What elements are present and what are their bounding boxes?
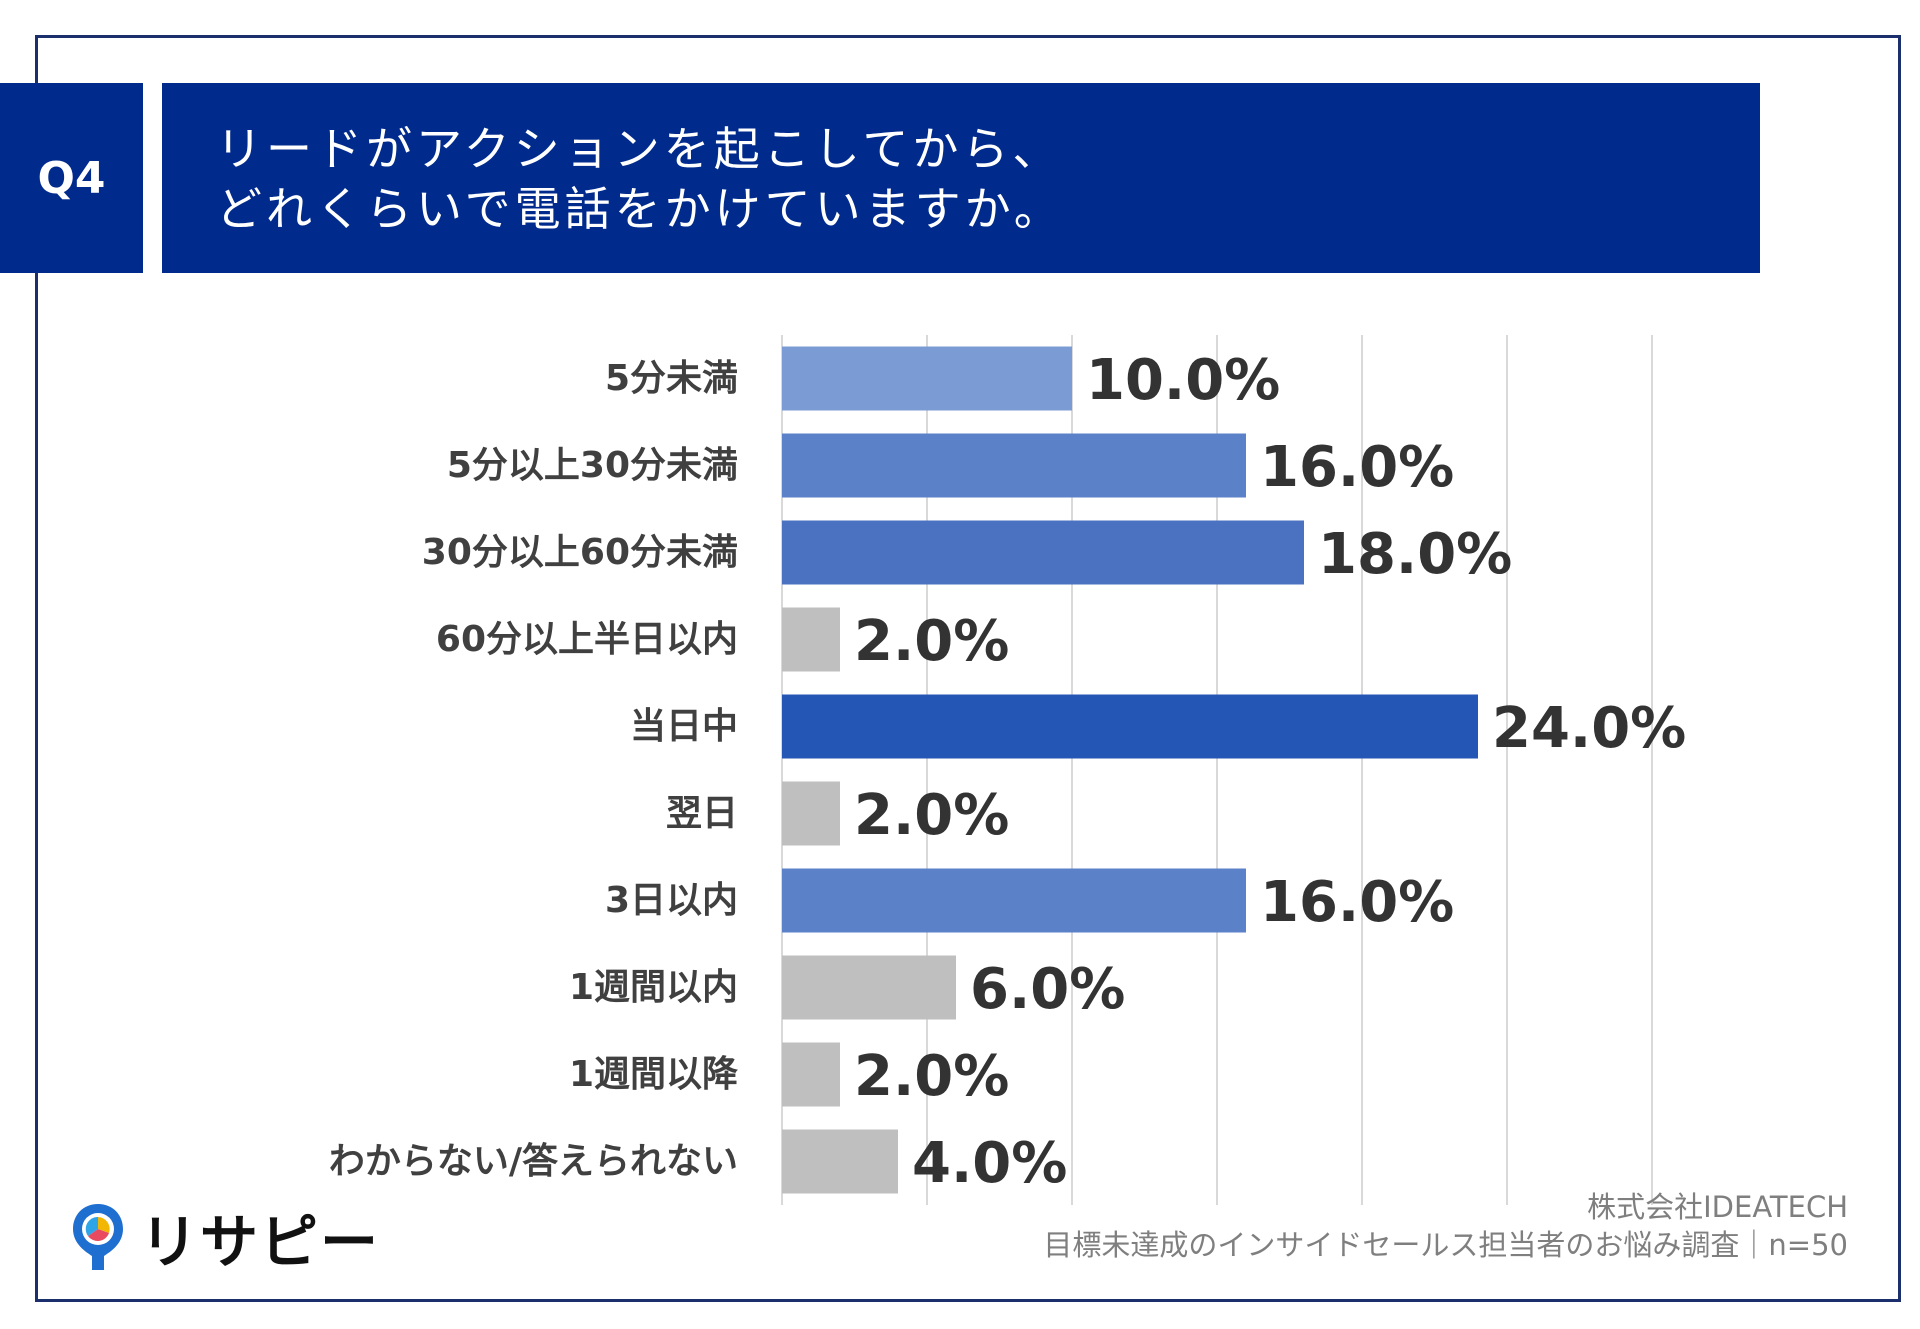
bar <box>782 781 840 846</box>
value-label: 2.0% <box>854 609 1009 674</box>
value-label: 2.0% <box>854 1044 1009 1109</box>
bar <box>782 433 1246 498</box>
logo-text: リサピー <box>140 1208 381 1276</box>
bar <box>782 607 840 672</box>
category-label: 60分以上半日以内 <box>436 619 738 660</box>
bar <box>782 520 1304 585</box>
footer-source: 株式会社IDEATECH 目標未達成のインサイドセールス担当者のお悩み調査｜n=… <box>1043 1188 1848 1264</box>
category-label: 30分以上60分未満 <box>422 532 738 573</box>
value-label: 16.0% <box>1260 870 1454 935</box>
bar <box>782 955 956 1020</box>
category-label: 1週間以内 <box>569 967 738 1008</box>
footer-company: 株式会社IDEATECH <box>1587 1190 1848 1224</box>
value-label: 24.0% <box>1492 696 1686 761</box>
risapy-logo: リサピー <box>70 1202 380 1276</box>
bar <box>782 1129 898 1194</box>
bar <box>782 346 1072 411</box>
category-label: 1週間以降 <box>569 1054 738 1095</box>
value-label: 6.0% <box>970 957 1125 1022</box>
category-label: 翌日 <box>666 793 738 834</box>
category-label: 3日以内 <box>605 880 738 921</box>
category-label: 5分以上30分未満 <box>447 445 738 486</box>
value-label: 4.0% <box>912 1131 1067 1196</box>
category-label: わからない/答えられない <box>329 1141 738 1182</box>
question-number: Q4 <box>37 152 106 204</box>
value-label: 2.0% <box>854 783 1009 848</box>
bar <box>782 694 1478 759</box>
question-number-badge: Q4 <box>0 83 143 273</box>
value-label: 10.0% <box>1086 348 1280 413</box>
category-label: 当日中 <box>630 706 738 747</box>
bar <box>782 1042 840 1107</box>
question-title-banner: リードがアクションを起こしてから、 どれくらいで電話をかけていますか。 <box>162 83 1760 273</box>
question-title-line2: どれくらいで電話をかけていますか。 <box>216 182 1064 236</box>
pin-logo-icon <box>73 1204 123 1270</box>
chart-frame <box>35 35 1901 1302</box>
value-label: 16.0% <box>1260 435 1454 500</box>
category-label: 5分未満 <box>605 358 738 399</box>
bar <box>782 868 1246 933</box>
value-label: 18.0% <box>1318 522 1512 587</box>
footer-survey: 目標未達成のインサイドセールス担当者のお悩み調査｜n=50 <box>1043 1228 1848 1262</box>
question-title-line1: リードがアクションを起こしてから、 <box>216 122 1063 176</box>
